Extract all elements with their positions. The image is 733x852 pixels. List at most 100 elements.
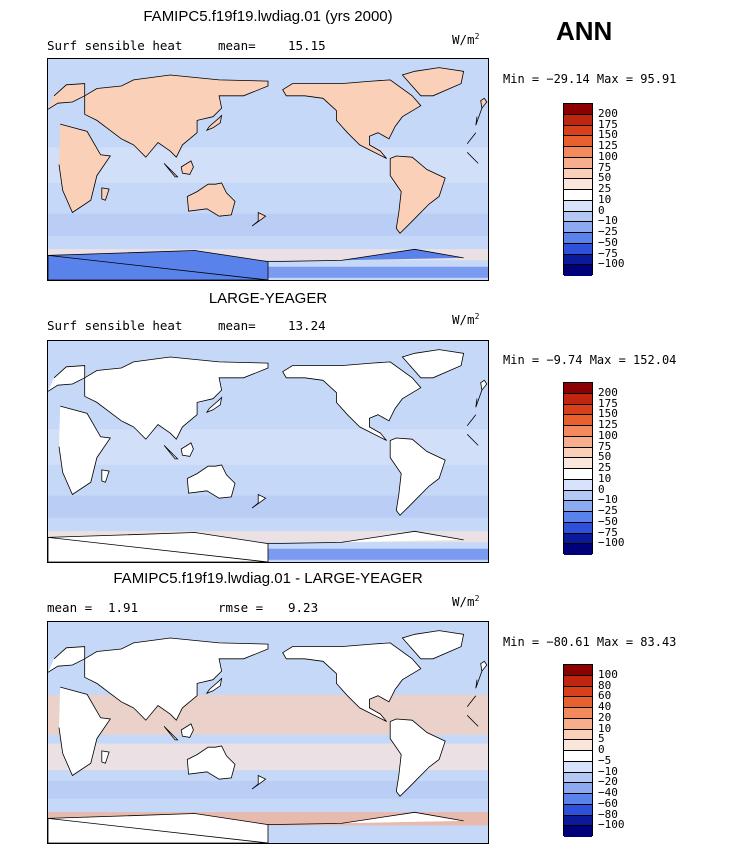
colorbar-swatch [564,415,592,426]
colorbar-tick-label: 0 [598,482,605,496]
colorbar-swatch [564,544,592,555]
colorbar-swatch [564,718,592,730]
continent-uk [480,660,488,673]
colorbar-tick-label: −50 [598,235,618,249]
panel-2-map [47,340,489,563]
colorbar-tick-label: −25 [598,504,618,517]
colorbar-swatch [564,512,592,523]
colorbar-tick-label: −20 [598,775,618,789]
continent-southamerica [389,718,446,797]
continent-uk [480,379,488,392]
colorbar-tick-label: 200 [598,106,618,120]
colorbar-swatch [564,708,592,719]
continent-newzealand [251,211,267,227]
continent-asia [84,74,269,158]
continent-asia [84,356,269,440]
continent-sumatra [163,445,179,460]
colorbar-tick-label: 25 [598,182,612,195]
continent-antarctica2 [48,530,464,562]
panel-3-rmse-value: 9.23 [288,600,319,615]
colorbar-tick-label: −10 [598,764,618,778]
colorbar-swatch [564,211,592,223]
colorbar-tick-label: 20 [598,710,612,724]
continent-borneo [180,723,194,738]
continent-australia [186,745,236,780]
panel-1-minmax: Min = −29.14 Max = 95.91 [503,72,677,86]
panel-2-title: LARGE-YEAGER [208,290,328,307]
panel-1-mean-value: 15.15 [288,38,326,53]
colorbar-swatch [564,675,592,687]
continent-antarctica2 [48,248,464,280]
panel-3-map [47,621,489,844]
colorbar-swatch [564,190,592,201]
colorbar-tick-label: −100 [598,257,625,271]
colorbar-tick-label: 150 [598,128,618,142]
contour-band [48,213,488,236]
colorbar-swatch [564,533,592,545]
colorbar-swatch [564,147,592,158]
colorbar-swatch [564,243,592,255]
continent-borneo [180,442,194,457]
panel-1-colorbar-labels: 200 175 150 125 100 75 50 25 10 0 −10 −25 −50 −75 −100 [598,103,658,275]
continent-greenland [401,67,465,97]
colorbar-tick-label: 150 [598,407,618,421]
continent-borneo [180,160,194,175]
panel-1-title: FAMIPC5.f19f19.lwdiag.01 (yrs 2000) [143,8,393,25]
colorbar-swatch [564,436,592,448]
continent-northamerica [282,361,422,441]
continent-newzealand [251,774,267,790]
colorbar-tick-label: 40 [598,700,612,713]
colorbar-swatch [564,501,592,512]
panel-3-colorbar [563,664,593,837]
panel-2-minmax: Min = −9.74 Max = 152.04 [503,353,677,367]
colorbar-swatch [564,136,592,147]
colorbar-swatch [564,200,592,212]
panel-1-mean-label: mean= [218,38,256,53]
continent-antarctica2 [48,811,464,843]
colorbar-tick-label: −80 [598,807,618,821]
colorbar-tick-label: −10 [598,214,618,228]
colorbar-tick-label: 60 [598,689,612,703]
panel-1-units: W/m2 [452,32,480,48]
colorbar-tick-label: −10 [598,493,618,507]
colorbar-tick-label: 100 [598,428,618,442]
colorbar-swatch [564,772,592,784]
colorbar-tick-label: 0 [598,743,605,756]
panel-1-map [47,58,489,281]
continent-madagascar [101,469,110,483]
colorbar-swatch [564,826,592,837]
colorbar-tick-label: 50 [598,171,612,185]
colorbar-tick-label: −40 [598,786,618,799]
colorbar-tick-label: 5 [598,732,605,746]
colorbar-swatch [564,479,592,491]
continent-asia [84,637,269,721]
continent-northamerica [282,642,422,722]
continent-greenland [401,349,465,379]
continent-japan [205,396,223,414]
continent-greenland [401,630,465,660]
continent-africa [58,123,479,214]
colorbar-swatch [564,265,592,276]
panel-3-minmax: Min = −80.61 Max = 83.43 [503,635,677,649]
continent-australia [186,182,236,217]
colorbar-tick-label: −50 [598,514,618,528]
panel-3-title: FAMIPC5.f19f19.lwdiag.01 - LARGE-YEAGER [113,570,423,587]
colorbar-swatch [564,393,592,405]
colorbar-swatch [564,157,592,169]
colorbar-tick-label: 80 [598,678,612,692]
colorbar-tick-label: 175 [598,117,618,131]
colorbar-tick-label: 100 [598,667,618,681]
colorbar-tick-label: −25 [598,225,618,238]
colorbar-swatch [564,469,592,480]
panel-2-colorbar-labels: 200 175 150 125 100 75 50 25 10 0 −10 −25 −50 −75 −100 [598,382,658,554]
contour-band [48,531,488,543]
colorbar-tick-label: 75 [598,160,612,174]
contour-band [48,781,488,799]
panel-2-colorbar [563,382,593,555]
panel-3-rmse-label: rmse = [218,600,264,615]
colorbar-swatch [564,458,592,469]
colorbar-swatch [564,168,592,180]
colorbar-tick-label: 100 [598,149,618,163]
continent-sumatra [163,163,179,178]
continent-newzealand [251,493,267,509]
